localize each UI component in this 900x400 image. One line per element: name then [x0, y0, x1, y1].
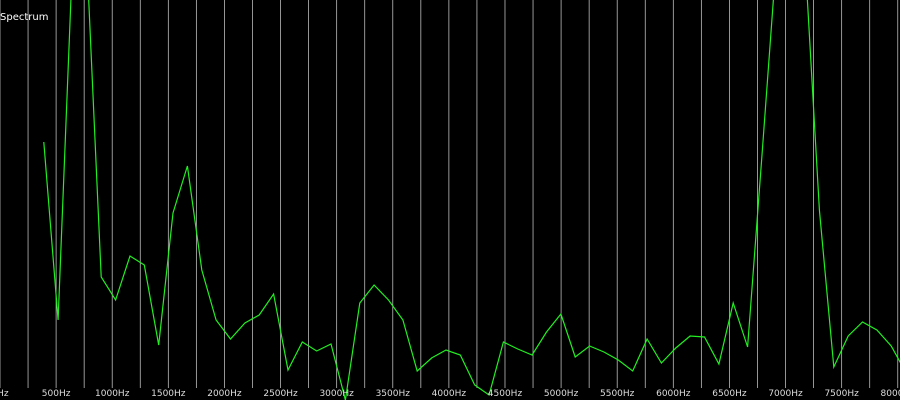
x-tick-label: 7000Hz: [768, 389, 803, 399]
x-tick-label: 2500Hz: [263, 389, 298, 399]
x-tick-label: 2000Hz: [207, 389, 242, 399]
x-tick-label: 500Hz: [42, 389, 71, 399]
x-tick-label: 0Hz: [0, 389, 9, 399]
x-tick-label: 6500Hz: [712, 389, 747, 399]
panel-title: Spectrum: [0, 12, 48, 23]
spectrum-line: [43, 0, 900, 400]
x-tick-label: 4500Hz: [488, 389, 523, 399]
x-tick-label: 5500Hz: [600, 389, 635, 399]
x-tick-label: 3000Hz: [319, 389, 354, 399]
x-tick-label: 3500Hz: [376, 389, 411, 399]
x-tick-label: 8000Hz: [881, 389, 900, 399]
x-tick-label: 1500Hz: [151, 389, 186, 399]
x-tick-label: 5000Hz: [544, 389, 579, 399]
x-tick-label: 7500Hz: [824, 389, 859, 399]
x-tick-label: 4000Hz: [432, 389, 467, 399]
x-tick-label: 1000Hz: [95, 389, 130, 399]
x-tick-label: 6000Hz: [656, 389, 691, 399]
